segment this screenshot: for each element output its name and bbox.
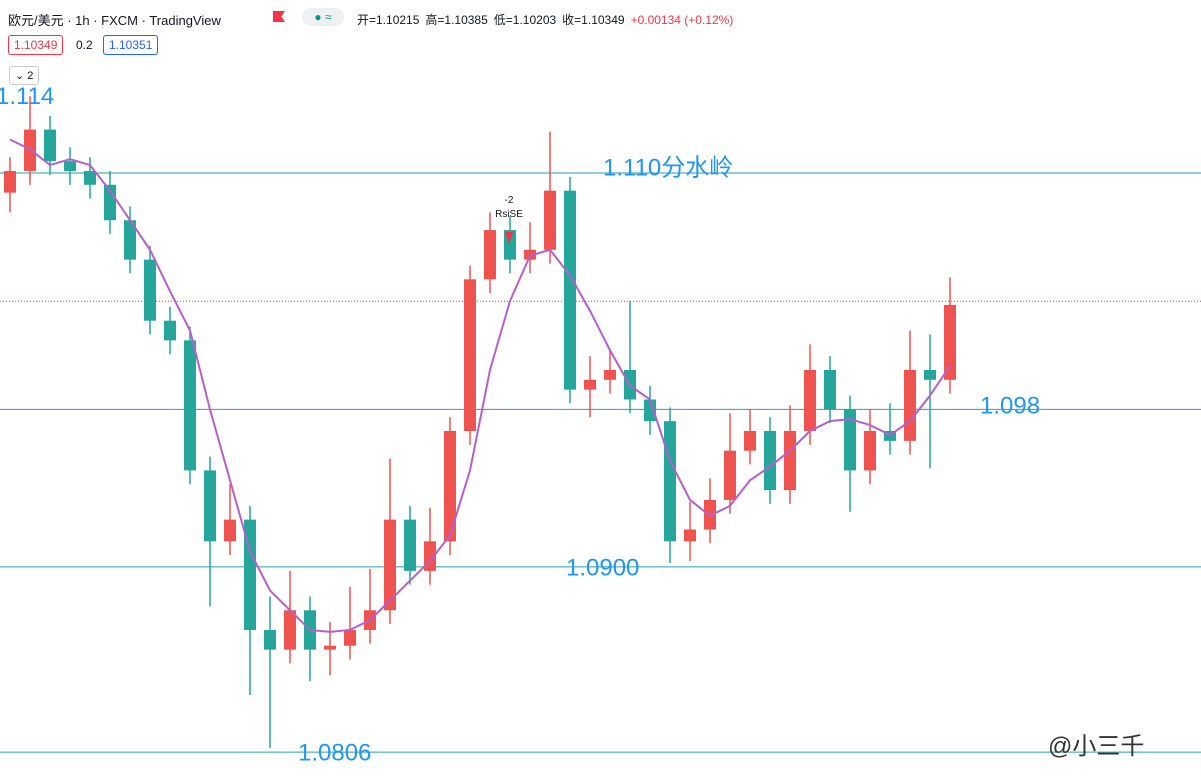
candle-body xyxy=(684,529,696,542)
candle-body xyxy=(244,519,256,630)
ohlc-item: 开=1.10215 xyxy=(357,13,420,27)
candle-body xyxy=(224,519,236,542)
candle-body xyxy=(84,170,96,185)
candle-body xyxy=(924,369,936,380)
candle-body xyxy=(584,379,596,390)
candle-body xyxy=(904,369,916,441)
layers-toggle[interactable]: ⌄ 2 xyxy=(9,66,40,85)
ohlc-item: 低=1.10203 xyxy=(493,13,557,27)
symbol[interactable]: 欧元/美元 · 1h · FXCM · TradingView xyxy=(8,13,221,28)
candle-body xyxy=(664,421,676,542)
signal-count: -2 xyxy=(505,195,514,206)
candle-body xyxy=(44,129,56,162)
candle-body xyxy=(944,304,956,380)
candle-body xyxy=(324,645,336,650)
candle-body xyxy=(764,431,776,491)
candle-body xyxy=(804,369,816,432)
candle-body xyxy=(204,470,216,542)
candle-body xyxy=(824,369,836,410)
signal-arrow xyxy=(505,232,513,244)
candle-body xyxy=(64,161,76,171)
candle-body xyxy=(544,190,556,250)
status-pill[interactable]: ● ≈ xyxy=(302,8,344,26)
candle-body xyxy=(844,409,856,471)
candle-body xyxy=(464,279,476,432)
candle-body xyxy=(404,519,416,571)
spread: 0.2 xyxy=(76,38,93,52)
moving-average xyxy=(9,138,951,633)
bid-box[interactable]: 1.10349 xyxy=(8,35,64,55)
watermark: @小三千 xyxy=(1048,733,1145,760)
candle-body xyxy=(344,629,356,646)
level-label: 1.0900 xyxy=(566,554,639,581)
level-label: 1.0806 xyxy=(298,739,371,766)
flag-icon[interactable] xyxy=(273,11,285,22)
level-label: 1.098 xyxy=(980,393,1040,420)
level-label: 1.110分水岭 xyxy=(603,154,733,181)
ohlc-item: +0.00134 (+0.12%) xyxy=(630,13,734,27)
ohlc: 开=1.10215 高=1.10385 低=1.10203 收=1.10349 +0.0… xyxy=(357,11,739,28)
candle-body xyxy=(444,431,456,542)
signal-label: RsiSE xyxy=(495,209,523,220)
candle-body xyxy=(4,170,16,193)
layers-count: 2 xyxy=(27,70,34,82)
candle-body xyxy=(644,399,656,422)
ohlc-item: 高=1.10385 xyxy=(425,13,488,27)
candle-body xyxy=(264,629,276,650)
chevron: ⌄ xyxy=(15,70,28,82)
candle-body xyxy=(604,369,616,380)
annotation: 1.114 xyxy=(0,83,54,110)
candle-body xyxy=(284,610,296,650)
candle-body xyxy=(144,259,156,321)
candle-body xyxy=(744,431,756,451)
candle-body xyxy=(784,431,796,491)
candle-body xyxy=(864,431,876,471)
candle-body xyxy=(484,230,496,280)
candle-body xyxy=(564,190,576,390)
candle-body xyxy=(384,519,396,611)
candle-body xyxy=(184,340,196,471)
ask-box[interactable]: 1.10351 xyxy=(103,35,159,55)
candle-body xyxy=(724,450,736,500)
candle-body xyxy=(124,220,136,260)
ohlc-item: 收=1.10349 xyxy=(562,13,625,27)
candle-body xyxy=(164,320,176,341)
